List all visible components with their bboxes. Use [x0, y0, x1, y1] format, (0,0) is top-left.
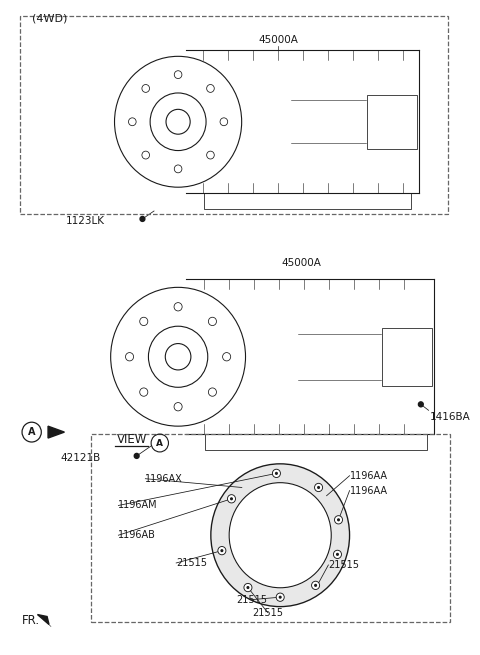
Text: 1196AB: 1196AB: [119, 531, 156, 540]
Text: 42121B: 42121B: [60, 453, 101, 463]
Bar: [367, 95, 417, 149]
Circle shape: [317, 486, 320, 489]
Circle shape: [272, 469, 280, 477]
Text: 1196AA: 1196AA: [349, 485, 387, 496]
Circle shape: [314, 584, 317, 587]
Circle shape: [334, 550, 341, 559]
Text: A: A: [28, 427, 36, 437]
Circle shape: [314, 483, 323, 492]
Circle shape: [279, 595, 282, 599]
Polygon shape: [48, 426, 64, 438]
Text: 1196AX: 1196AX: [145, 474, 183, 483]
Polygon shape: [37, 614, 49, 624]
Text: 1123LK: 1123LK: [65, 216, 104, 226]
Circle shape: [140, 216, 145, 221]
Circle shape: [335, 515, 343, 524]
Text: 1196AM: 1196AM: [119, 500, 158, 510]
Circle shape: [244, 584, 252, 591]
Circle shape: [230, 497, 233, 500]
Circle shape: [228, 495, 236, 503]
Bar: [91, 434, 450, 622]
Circle shape: [218, 546, 226, 555]
Text: 45000A: 45000A: [258, 35, 298, 45]
Text: 21515: 21515: [328, 560, 360, 570]
Text: (4WD): (4WD): [32, 14, 67, 24]
Bar: [20, 16, 448, 214]
Circle shape: [419, 402, 423, 407]
Circle shape: [211, 464, 349, 607]
Circle shape: [275, 472, 278, 475]
Text: 1416BA: 1416BA: [430, 412, 470, 422]
Circle shape: [246, 586, 250, 589]
Text: FR.: FR.: [22, 614, 40, 627]
Text: 21515: 21515: [236, 595, 267, 605]
Text: 21515: 21515: [252, 608, 283, 618]
Circle shape: [134, 453, 139, 458]
Circle shape: [337, 518, 340, 521]
Text: 1196AA: 1196AA: [349, 471, 387, 481]
Text: VIEW: VIEW: [117, 433, 147, 446]
Bar: [382, 328, 432, 386]
Circle shape: [312, 581, 320, 590]
Circle shape: [220, 549, 223, 552]
Text: 45000A: 45000A: [281, 257, 321, 267]
Text: 21515: 21515: [176, 558, 207, 568]
Circle shape: [276, 593, 284, 601]
Text: A: A: [156, 438, 163, 447]
Circle shape: [229, 483, 331, 588]
Circle shape: [336, 553, 339, 556]
